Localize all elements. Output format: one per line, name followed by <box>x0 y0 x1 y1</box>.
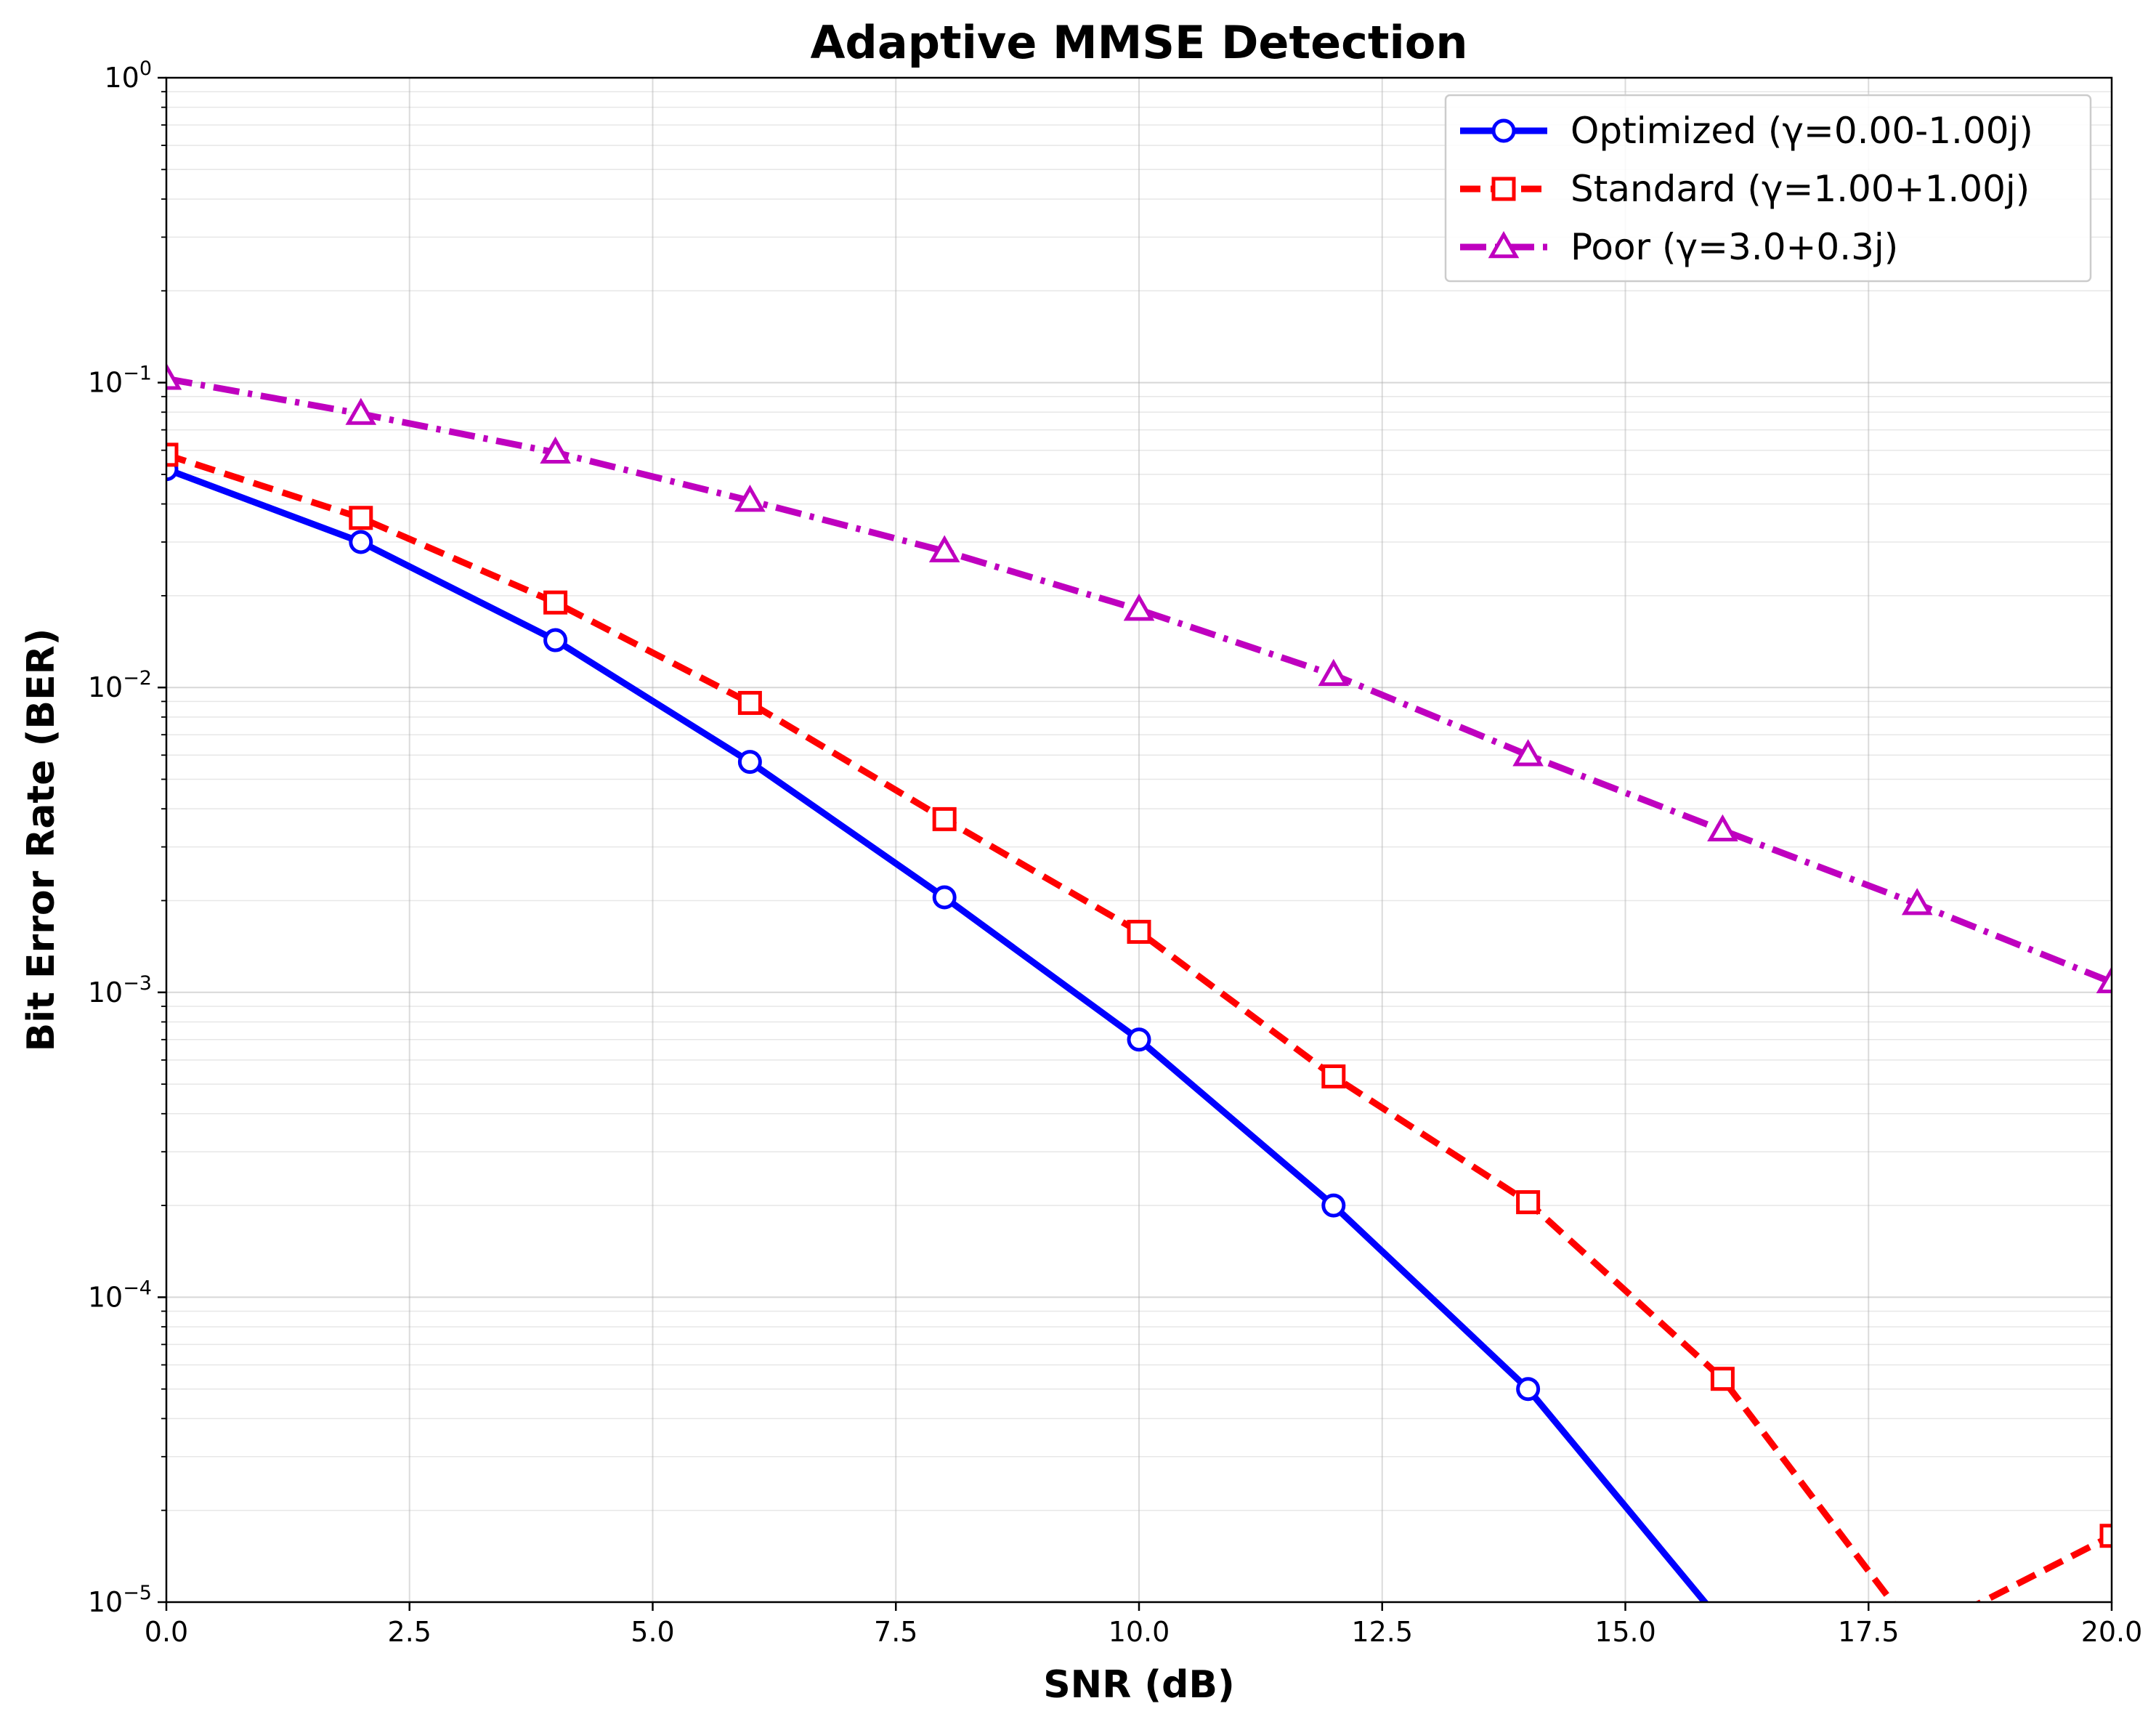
y-tick-exponent: −2 <box>123 667 152 690</box>
chart-title: Adaptive MMSE Detection <box>810 16 1467 69</box>
y-tick-base: 10 <box>88 671 123 703</box>
y-tick-base: 10 <box>88 1281 123 1313</box>
y-tick-label: 10−1 <box>88 363 152 399</box>
y-tick-label: 10−2 <box>88 667 152 703</box>
x-tick-label: 15.0 <box>1594 1616 1656 1648</box>
data-point <box>1516 1377 1541 1402</box>
y-tick-label: 10−4 <box>88 1277 152 1313</box>
x-axis-ticks: 0.0 2.5 5.0 7.5 10.0 12.5 15.0 17.5 20.0 <box>145 1602 2143 1648</box>
data-point <box>1127 1027 1151 1052</box>
data-point <box>166 363 182 390</box>
data-point <box>928 535 960 562</box>
data-point <box>734 485 766 512</box>
data-point <box>1901 888 1933 915</box>
x-tick-label: 12.5 <box>1351 1616 1413 1648</box>
x-tick-label: 2.5 <box>388 1616 431 1648</box>
series-square <box>166 442 2112 1602</box>
data-point <box>540 436 571 464</box>
plot-background <box>166 78 2112 1602</box>
data-point <box>349 530 373 554</box>
data-point <box>1321 1064 1346 1088</box>
x-tick-label: 0.0 <box>145 1616 188 1648</box>
data-point <box>737 690 762 715</box>
y-tick-exponent: −5 <box>123 1582 152 1604</box>
legend: Optimized (γ=0.00-1.00j) Standard (γ=1.00… <box>1444 94 2092 283</box>
x-tick-label: 10.0 <box>1109 1616 1170 1648</box>
x-tick-label: 17.5 <box>1838 1616 1900 1648</box>
y-tick-base: 10 <box>88 367 123 399</box>
legend-marker <box>1488 230 1520 259</box>
data-point <box>1710 1367 1735 1391</box>
data-point <box>349 506 373 530</box>
x-tick-label: 20.0 <box>2081 1616 2143 1648</box>
y-tick-label: 10−5 <box>88 1582 152 1618</box>
series-triangle <box>166 363 2112 994</box>
y-tick-label: 100 <box>104 57 152 94</box>
data-point <box>1321 1193 1346 1218</box>
data-point <box>1516 1190 1541 1215</box>
legend-marker <box>1491 177 1516 201</box>
series-layer <box>166 363 2112 1602</box>
legend-label: Standard (γ=1.00+1.00j) <box>1571 168 2030 210</box>
data-point <box>737 750 762 775</box>
x-tick-label: 7.5 <box>874 1616 917 1648</box>
legend-label: Poor (γ=3.0+0.3j) <box>1571 226 1898 268</box>
data-point <box>932 807 957 831</box>
y-tick-base: 10 <box>104 62 139 94</box>
x-axis-label: SNR (dB) <box>1043 1663 1235 1707</box>
data-point <box>2099 1524 2112 1548</box>
y-tick-label: 10−3 <box>88 972 152 1008</box>
data-point <box>1512 739 1544 767</box>
data-point <box>2096 966 2112 994</box>
data-point <box>1123 594 1155 621</box>
data-point <box>543 590 568 615</box>
data-point <box>932 885 957 910</box>
y-tick-base: 10 <box>88 977 123 1008</box>
y-tick-exponent: −1 <box>123 363 152 385</box>
legend-label: Optimized (γ=0.00-1.00j) <box>1571 110 2033 152</box>
data-point <box>166 442 179 467</box>
data-point <box>345 397 377 425</box>
data-point <box>1127 919 1151 944</box>
legend-marker <box>1491 118 1516 143</box>
x-tick-label: 5.0 <box>631 1616 674 1648</box>
y-tick-exponent: −3 <box>123 972 152 995</box>
y-tick-exponent: 0 <box>139 57 152 80</box>
data-point <box>1707 814 1738 842</box>
y-axis-label: Bit Error Rate (BER) <box>20 628 63 1052</box>
series-line <box>166 375 2112 985</box>
legend-box <box>1444 94 2092 283</box>
y-tick-base: 10 <box>88 1586 123 1618</box>
data-point <box>543 628 568 652</box>
series-circle <box>166 457 1709 1602</box>
y-tick-exponent: −4 <box>123 1277 152 1299</box>
data-point <box>1318 658 1350 687</box>
